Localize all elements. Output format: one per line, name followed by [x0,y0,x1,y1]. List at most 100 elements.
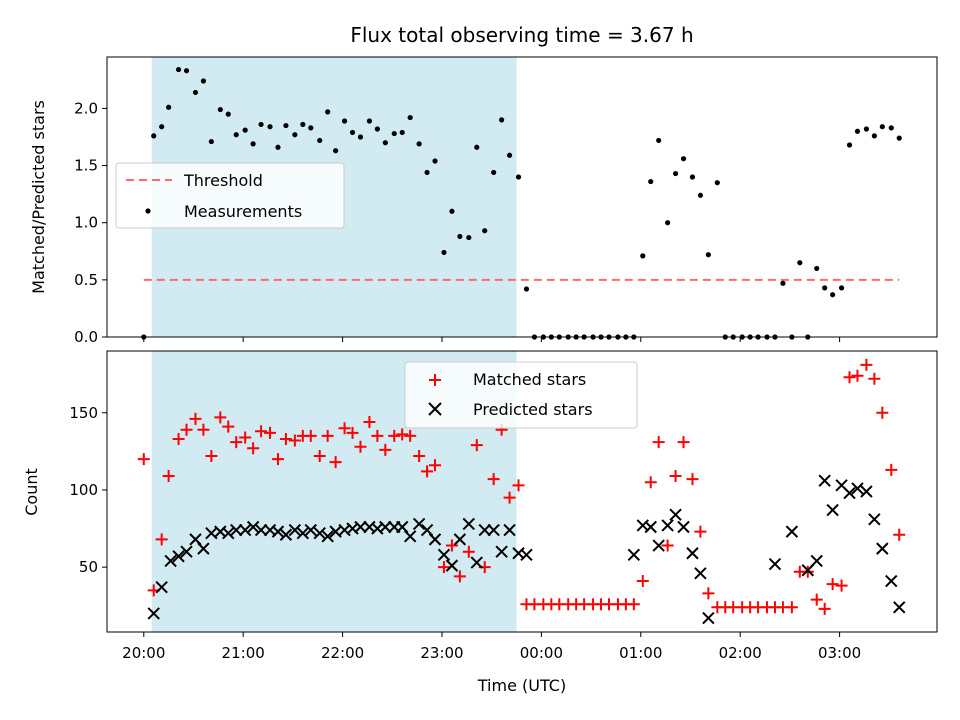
chart-title: Flux total observing time = 3.67 h [350,23,693,47]
measurement-point [499,117,505,123]
legend-threshold-label: Threshold [183,171,263,190]
predicted-star-point [147,607,160,620]
matched-star-point [636,575,649,588]
matched-star-point [885,463,898,476]
measurement-point [416,141,422,147]
predicted-star-point [238,523,252,537]
ratio-panel: 0.00.51.01.52.0 Matched/Predicted stars … [29,56,938,346]
matched-star-point [189,412,202,425]
x-tick-label: 21:00 [222,644,265,662]
count-y-tick-label: 150 [69,404,98,422]
matched-star-point [271,453,284,466]
predicted-star-point [379,520,392,534]
measurement-point [665,220,671,226]
measurement-point [846,142,853,148]
measurement-point [474,144,480,150]
measurement-point [267,124,273,130]
ratio-x-ticks [143,337,841,342]
matched-star-point [214,411,227,424]
ratio-y-tick-label: 1.5 [74,157,98,175]
measurement-point [208,138,214,145]
ratio-y-tick-label: 0.5 [74,271,98,289]
matched-star-point [205,449,218,462]
predicted-star-point [669,508,682,521]
predicted-star-point [271,525,285,538]
predicted-star-point [304,523,317,537]
measurement-point [814,265,820,272]
measurement-point [506,152,513,158]
matched-star-point [801,565,814,578]
predicted-star-point [487,523,500,537]
measurement-point [830,292,836,298]
measurement-point [308,125,314,131]
matched-star-point [810,593,823,606]
predicted-star-point [321,530,334,543]
measurement-point [705,252,711,258]
measurement-point [888,125,894,131]
matched-star-point [644,476,657,489]
measurement-point [491,169,497,176]
measurement-point [523,286,530,292]
matched-star-point [313,449,326,462]
matched-star-point [826,578,839,591]
measurement-point [457,233,463,240]
measurement-point [317,137,323,144]
x-tick-label: 23:00 [420,644,463,662]
predicted-star-point [785,525,799,538]
measurement-point [292,132,298,138]
x-tick-label: 02:00 [719,644,762,662]
predicted-star-point [462,517,476,531]
matched-star-point [702,587,715,600]
count-y-axis-label: Count [22,468,41,516]
predicted-star-point [437,548,451,562]
predicted-star-point [412,517,426,531]
measurement-point [838,285,845,291]
measurement-point [441,249,447,256]
measurement-point [863,126,870,132]
measurement-point [697,192,704,198]
measurement-point [159,124,165,130]
measurement-point [275,144,281,150]
measurement-point [349,129,356,136]
predicted-star-point [661,519,674,532]
matched-star-point [785,601,798,614]
predicted-star-point [893,601,906,614]
predicted-star-point [885,574,898,588]
matched-star-point [512,479,525,492]
matched-star-point [239,431,252,444]
measurement-point [175,66,182,73]
matched-star-point [304,429,317,442]
measurements-series [141,66,902,340]
legend-matched-swatch [429,374,441,386]
measurement-point [374,126,380,132]
matched-star-point [818,602,831,615]
measurement-point [333,148,339,154]
predicted-star-point [197,542,210,555]
measurement-point [407,114,413,121]
measurement-point [714,180,720,186]
measurement-point [366,118,373,124]
matched-star-point [652,436,665,449]
matched-star-point [162,470,175,483]
predicted-star-point [470,556,483,569]
matched-star-point [354,440,367,453]
matched-star-point [470,439,483,452]
matched-star-point [172,433,185,446]
predicted-star-point [296,526,310,540]
predicted-star-point [810,554,823,568]
matched-star-point [155,533,168,546]
count-legend-box [404,361,638,429]
predicted-star-point [453,533,467,546]
measurement-point [217,106,223,113]
matched-star-point [363,416,376,429]
matched-star-point [247,442,260,455]
ratio-legend: Threshold Measurements [115,162,345,229]
matched-star-point [462,545,475,558]
ratio-y-axis-label: Matched/Predicted stars [29,100,48,294]
matched-star-point [453,570,466,583]
predicted-star-point [702,611,715,625]
matched-star-point [437,561,450,574]
measurement-point [896,135,902,141]
matched-stars-series [137,358,906,615]
